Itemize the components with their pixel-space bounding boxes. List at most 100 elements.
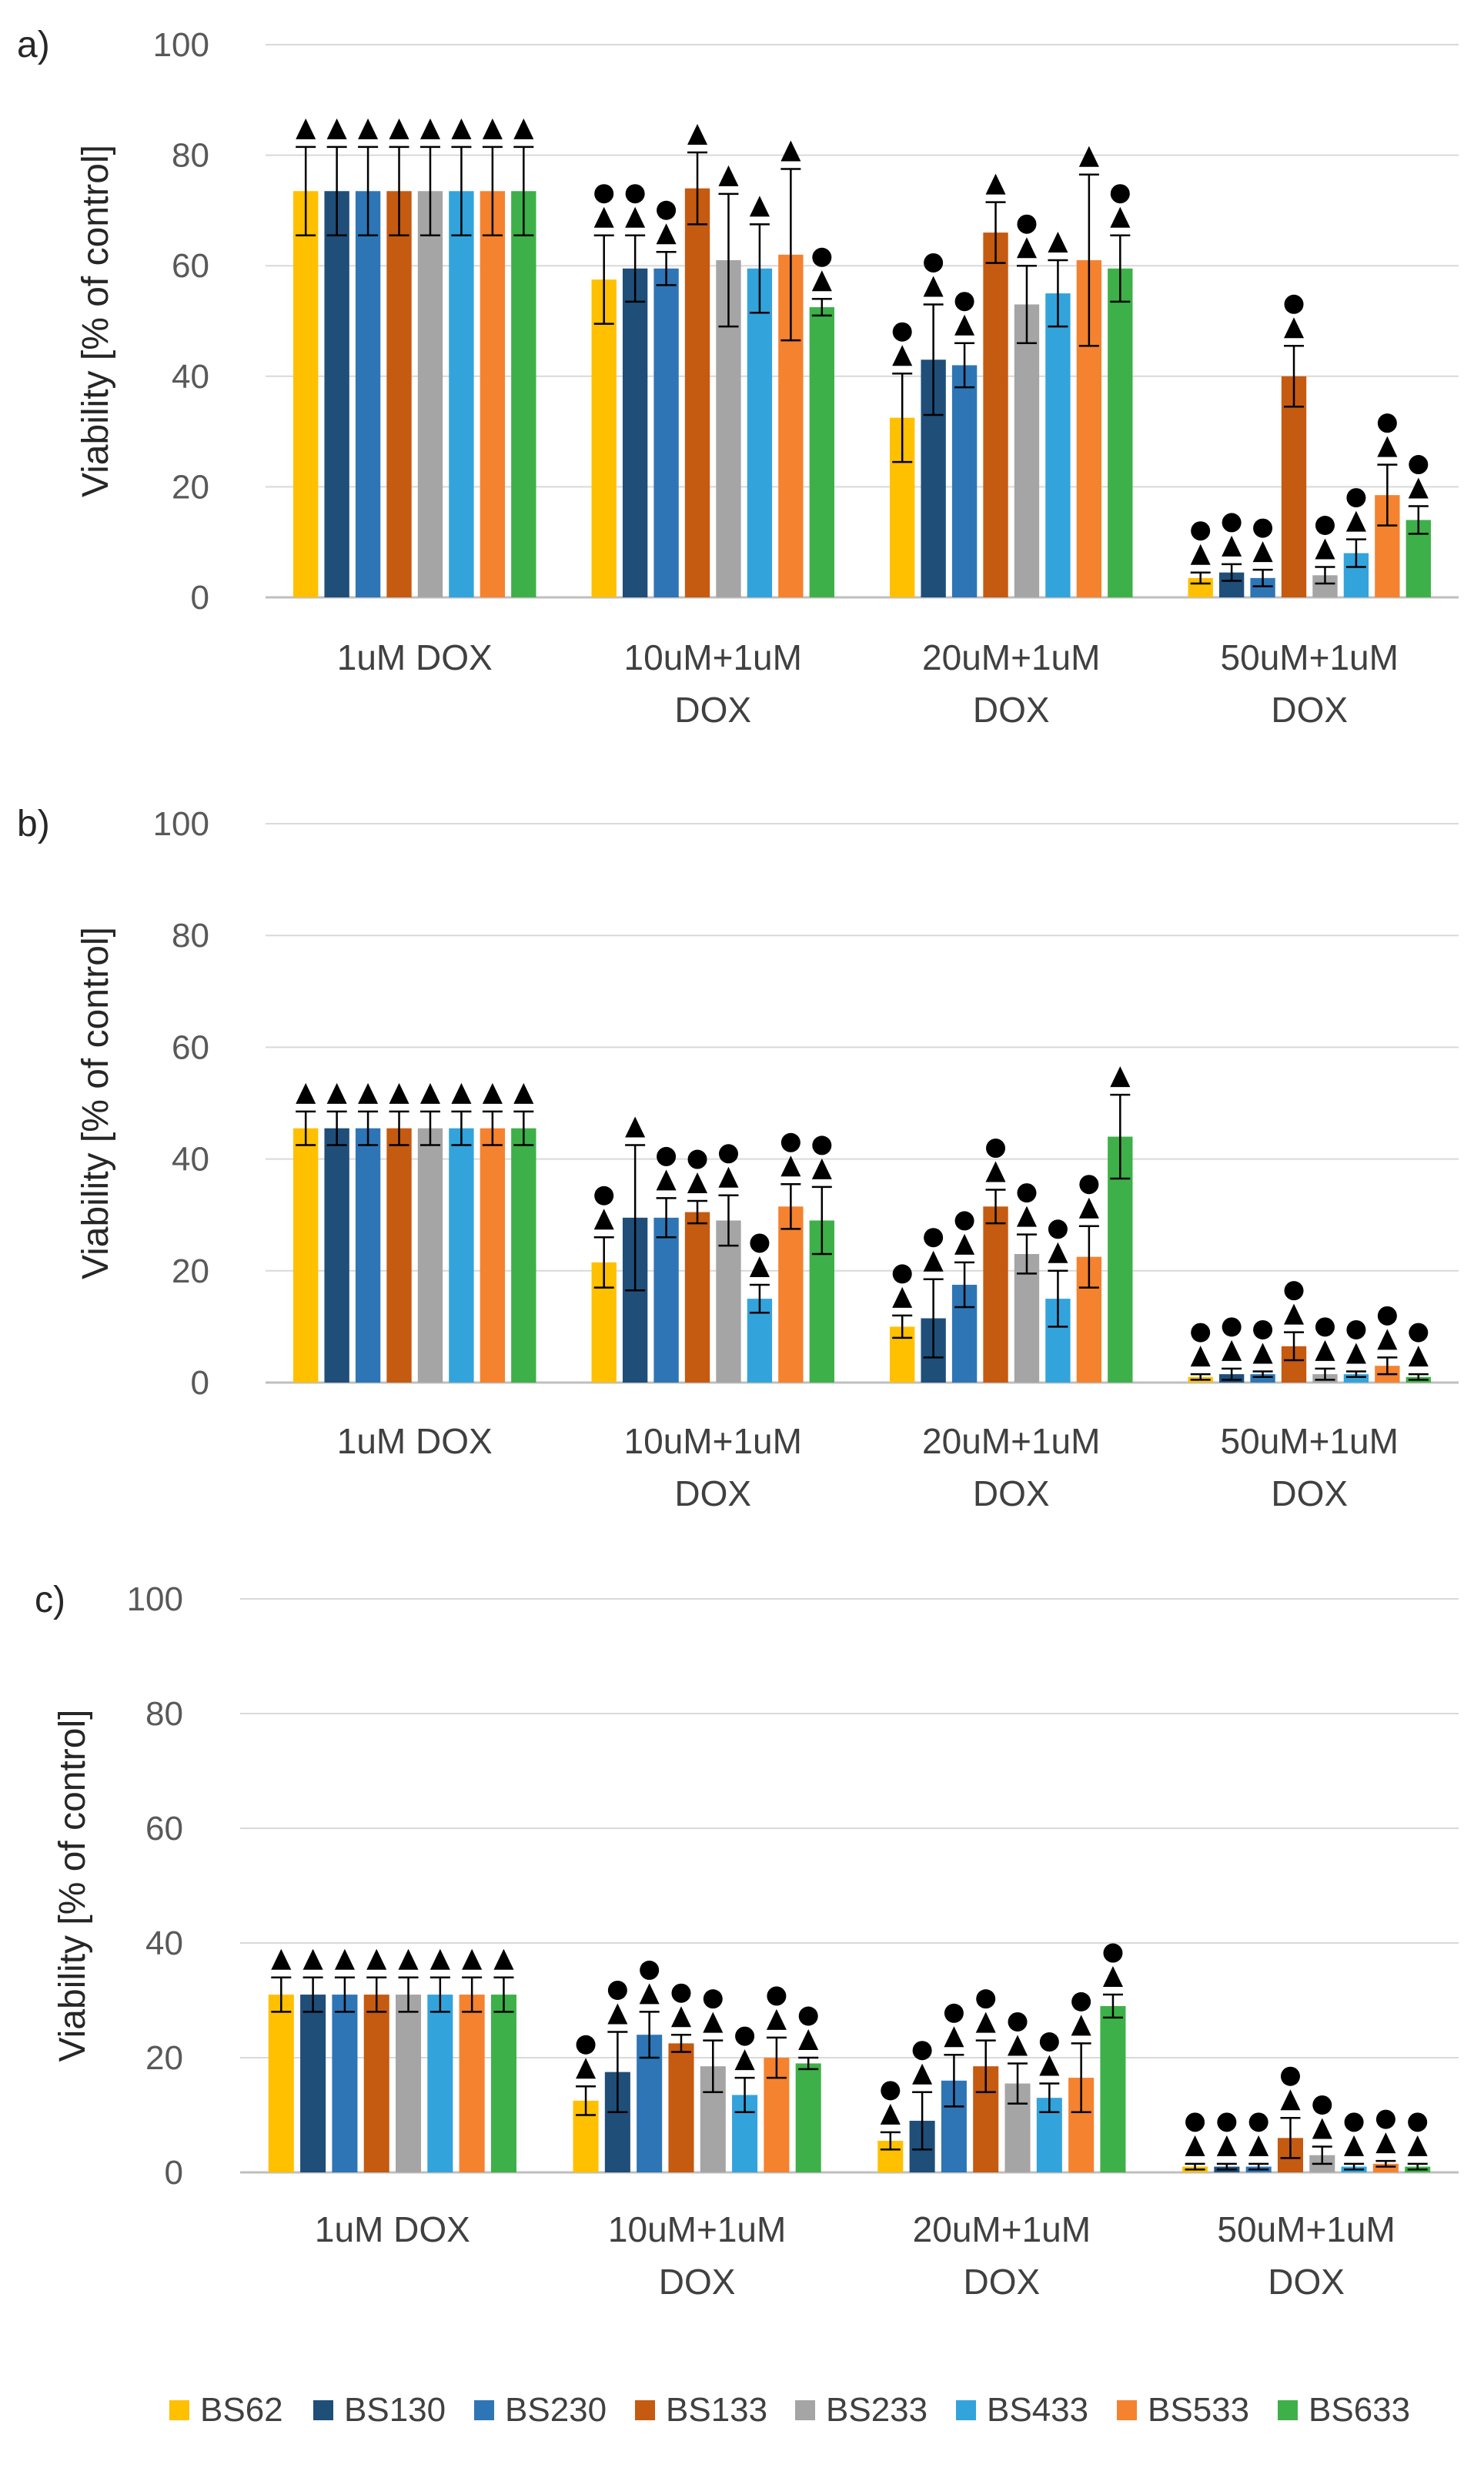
significance-triangle-icon xyxy=(718,165,739,186)
significance-triangle-icon xyxy=(398,1948,419,1970)
y-tick-label: 0 xyxy=(165,2154,183,2192)
bar-bs62 xyxy=(268,1995,294,2172)
significance-triangle-icon xyxy=(880,2103,901,2125)
category-label: 10uM+1uM xyxy=(624,637,802,677)
significance-triangle-icon xyxy=(1078,1197,1099,1219)
legend-label-bs133: BS133 xyxy=(666,2391,767,2429)
significance-triangle-icon xyxy=(625,1116,646,1138)
bar-bs133 xyxy=(684,1212,710,1383)
bar-bs533 xyxy=(1372,2163,1399,2172)
significance-circle-icon xyxy=(1103,1943,1123,1963)
significance-circle-icon xyxy=(657,1146,677,1166)
bar-bs230 xyxy=(951,365,978,597)
significance-circle-icon xyxy=(671,1983,691,2003)
significance-circle-icon xyxy=(750,1233,770,1253)
significance-circle-icon xyxy=(1253,1319,1273,1339)
significance-circle-icon xyxy=(1185,2112,1205,2132)
significance-circle-icon xyxy=(1253,518,1273,538)
significance-circle-icon xyxy=(881,2081,901,2101)
category-label: 50uM+1uM xyxy=(1221,1421,1399,1461)
significance-triangle-icon xyxy=(576,2058,597,2079)
legend-swatch xyxy=(1117,2400,1137,2420)
legend-label-bs130: BS130 xyxy=(344,2391,446,2429)
bar-bs230 xyxy=(332,1995,358,2172)
significance-triangle-icon xyxy=(954,1233,975,1255)
significance-triangle-icon xyxy=(1048,1242,1068,1263)
y-axis-label: Viability [% of control] xyxy=(75,927,116,1279)
category-label: DOX xyxy=(659,2262,736,2302)
legend-swatch xyxy=(474,2400,494,2420)
bar-bs233 xyxy=(1014,1254,1040,1383)
significance-triangle-icon xyxy=(625,206,646,228)
significance-triangle-icon xyxy=(811,270,832,292)
significance-triangle-icon xyxy=(1315,538,1335,560)
legend-label-bs533: BS533 xyxy=(1148,2391,1249,2429)
significance-circle-icon xyxy=(892,1264,912,1284)
bar-bs233 xyxy=(716,1220,741,1383)
y-tick-label: 60 xyxy=(172,1028,209,1066)
y-tick-label: 100 xyxy=(153,805,209,843)
significance-circle-icon xyxy=(594,1185,614,1206)
bar-bs433 xyxy=(427,1995,453,2172)
y-tick-label: 100 xyxy=(127,1580,183,1618)
significance-circle-icon xyxy=(718,1144,738,1164)
significance-triangle-icon xyxy=(912,2063,933,2085)
category-label: DOX xyxy=(964,2262,1041,2302)
significance-triangle-icon xyxy=(1377,436,1398,457)
y-tick-label: 40 xyxy=(172,1141,209,1179)
significance-triangle-icon xyxy=(1102,1966,1123,1988)
significance-triangle-icon xyxy=(892,345,913,366)
significance-circle-icon xyxy=(954,1211,974,1231)
panel-label: c) xyxy=(35,1580,65,1620)
significance-triangle-icon xyxy=(593,206,614,228)
significance-triangle-icon xyxy=(493,1948,514,1970)
y-axis-label: Viability [% of control] xyxy=(52,1710,93,2062)
significance-triangle-icon xyxy=(302,1948,323,1970)
significance-triangle-icon xyxy=(1252,1343,1273,1364)
significance-circle-icon xyxy=(1409,455,1429,475)
chart-panel-1: a) 0 20 40 60 80 100 Viability [% of control] 1u… xyxy=(17,25,1459,730)
significance-triangle-icon xyxy=(607,2003,628,2025)
significance-circle-icon xyxy=(1375,2109,1395,2129)
significance-circle-icon xyxy=(657,200,677,220)
y-tick-label: 80 xyxy=(172,137,209,175)
significance-circle-icon xyxy=(1315,516,1335,536)
significance-triangle-icon xyxy=(358,1082,379,1104)
significance-triangle-icon xyxy=(513,1082,534,1104)
significance-triangle-icon xyxy=(482,118,503,139)
significance-circle-icon xyxy=(1346,488,1366,508)
chart-panel-3: c) 0 20 40 60 80 100 Viability [% of control] 1u… xyxy=(35,1580,1459,2302)
significance-circle-icon xyxy=(892,322,912,342)
significance-triangle-icon xyxy=(593,1209,614,1230)
significance-circle-icon xyxy=(1222,513,1242,533)
category-label: DOX xyxy=(1271,690,1348,730)
significance-circle-icon xyxy=(594,184,614,204)
bar-bs533 xyxy=(480,191,506,597)
y-tick-label: 0 xyxy=(191,1364,209,1402)
legend-swatch xyxy=(635,2400,655,2420)
significance-circle-icon xyxy=(1280,2066,1300,2086)
significance-triangle-icon xyxy=(296,1082,316,1104)
category-label: 10uM+1uM xyxy=(624,1421,802,1461)
bar-bs133 xyxy=(363,1995,389,2172)
bar-bs533 xyxy=(459,1995,485,2172)
significance-triangle-icon xyxy=(798,2029,819,2050)
legend-label-bs62: BS62 xyxy=(200,2391,283,2429)
bar-bs62 xyxy=(591,279,617,597)
significance-circle-icon xyxy=(986,1139,1006,1159)
category-label: 20uM+1uM xyxy=(913,2209,1091,2249)
significance-circle-icon xyxy=(1284,1281,1304,1301)
significance-triangle-icon xyxy=(975,2011,996,2033)
y-tick-label: 20 xyxy=(145,2039,183,2077)
significance-circle-icon xyxy=(812,247,832,267)
significance-circle-icon xyxy=(912,2041,932,2061)
significance-circle-icon xyxy=(767,1986,787,2006)
significance-triangle-icon xyxy=(923,276,944,297)
bar-bs633 xyxy=(490,1995,516,2172)
significance-circle-icon xyxy=(1409,1323,1429,1343)
significance-circle-icon xyxy=(944,2003,964,2023)
significance-triangle-icon xyxy=(1284,317,1305,339)
bar-bs133 xyxy=(1281,376,1307,597)
significance-triangle-icon xyxy=(780,1155,801,1177)
category-label: DOX xyxy=(973,690,1050,730)
